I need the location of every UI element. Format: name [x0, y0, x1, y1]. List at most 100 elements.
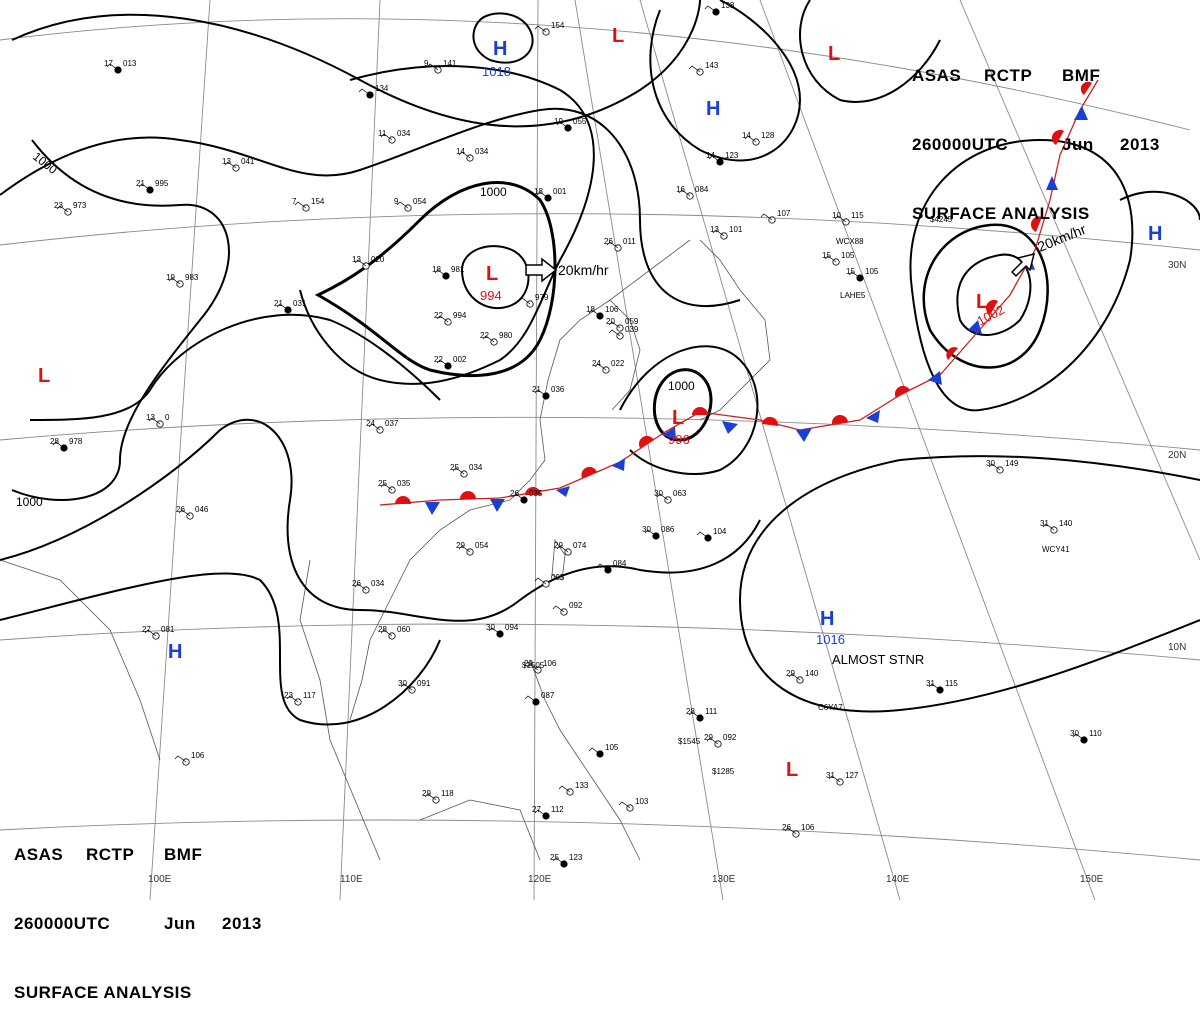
station-pressure: 037 — [385, 419, 399, 428]
station-pressure: 127 — [845, 771, 859, 780]
station-plot: 29 106 — [524, 659, 557, 674]
station-pressure: 092 — [723, 733, 737, 742]
low-center-value: 994 — [480, 288, 502, 303]
wind-barb — [52, 441, 65, 449]
station-temperature: 18 — [534, 187, 543, 196]
motion-label-west-low: 20km/hr — [558, 262, 609, 278]
station-temperature: 26 — [510, 489, 519, 498]
station-pressure: 084 — [695, 185, 709, 194]
header-product: SURFACE ANALYSIS — [14, 983, 192, 1002]
wind-barb — [834, 215, 847, 223]
station-temperature: 27 — [142, 625, 151, 634]
low-center-marker: L — [612, 25, 624, 47]
header-month: Jun — [1062, 135, 1094, 154]
station-plot: 28 060 — [378, 625, 411, 640]
coastlines — [0, 239, 771, 861]
station-pressure: 111 — [705, 707, 718, 716]
station-plot: 16 084 — [676, 185, 709, 200]
station-temperature: 14 — [742, 131, 751, 140]
station-plot: 26 046 — [176, 505, 209, 520]
station-temperature: 22 — [434, 355, 443, 364]
wind-barb — [988, 463, 1001, 471]
station-temperature: 23 — [284, 691, 293, 700]
header-code: BMF — [164, 845, 203, 864]
station-temperature: 14 — [456, 147, 465, 156]
station-plot: 20 059 — [606, 317, 639, 332]
header-station: RCTP — [86, 845, 135, 864]
station-temperature: 29 — [456, 541, 465, 550]
wind-barb — [606, 241, 619, 249]
station-plot: 9 054 — [394, 197, 427, 212]
station-plot: 23 973 — [54, 201, 87, 216]
station-temperature: 20 — [606, 317, 615, 326]
lon-label-100e: 100E — [148, 874, 172, 885]
isobar — [472, 12, 534, 64]
front-cold-segment — [866, 410, 880, 423]
station-pressure: 123 — [725, 151, 739, 160]
station-plot: 138 — [704, 1, 735, 16]
station-id: WCX88 — [836, 237, 864, 246]
station-pressure: 020 — [371, 255, 385, 264]
wind-barb — [618, 801, 631, 809]
station-temperature: 30 — [1070, 729, 1079, 738]
station-plot: 30 063 — [654, 489, 687, 504]
wind-barb — [678, 189, 691, 197]
station-plot: 18 981 — [432, 265, 465, 280]
station-pressure: 035 — [397, 479, 411, 488]
high-center-marker: H — [706, 98, 720, 120]
station-plot: 107 — [760, 209, 791, 224]
wind-barb — [458, 151, 471, 159]
station-plot: 14 034 — [456, 147, 489, 162]
station-pressure: 104 — [713, 527, 727, 536]
motion-label-pacific-high: ALMOST STNR — [832, 652, 924, 667]
station-plot: 104 — [696, 527, 727, 542]
station-pressure: 123 — [569, 853, 583, 862]
coast-japan — [699, 239, 771, 421]
lon-label-130e: 130E — [712, 874, 736, 885]
station-id: WCY41 — [1042, 545, 1070, 554]
low-center-marker: L — [486, 263, 498, 285]
station-temperature: 30 — [642, 525, 651, 534]
wind-barb — [488, 627, 501, 635]
wind-barb — [558, 785, 571, 793]
header-row-2: 260000UTC Jun 2013 — [14, 912, 268, 935]
wind-barb — [704, 5, 717, 13]
header-bottom-left: ASAS RCTP BMF 260000UTC Jun 2013 SURFACE ANA… — [14, 797, 268, 1027]
station-pressure: 981 — [451, 265, 465, 274]
wind-barb — [848, 271, 861, 279]
station-pressure: 117 — [303, 691, 316, 700]
wind-barb — [556, 545, 569, 553]
wind-barb — [536, 191, 549, 199]
station-temperature: 18 — [432, 265, 441, 274]
station-plot: 9 141 — [424, 59, 457, 74]
station-plot: 31 140 — [1040, 519, 1073, 534]
wind-barb — [518, 297, 531, 305]
station-pressure: 059 — [625, 317, 639, 326]
wind-barb — [148, 417, 161, 425]
station-pressure: 041 — [241, 157, 255, 166]
motion-arrows — [525, 252, 1036, 283]
station-id: $1285 — [712, 767, 735, 776]
station-plot: 105 — [588, 743, 619, 758]
wind-barb — [436, 359, 449, 367]
station-plot: 13 041 — [222, 157, 255, 172]
high-center-marker: H — [493, 38, 507, 60]
station-pressure: 143 — [705, 61, 719, 70]
station-plot: 31 127 — [826, 771, 859, 786]
wind-barb — [656, 493, 669, 501]
front-warm-segment — [1080, 81, 1092, 95]
wind-barb — [426, 63, 439, 71]
station-temperature: 13 — [222, 157, 231, 166]
header-agency: ASAS — [912, 66, 962, 85]
station-pressure: 081 — [161, 625, 175, 634]
station-pressure: 101 — [729, 225, 743, 234]
station-temperature: 27 — [532, 805, 541, 814]
station-plot: 11 034 — [378, 129, 411, 144]
isobar-label: 1000 — [16, 495, 43, 509]
station-pressure: 134 — [375, 84, 389, 93]
station-plot: 17 013 — [104, 59, 137, 74]
wind-barb — [760, 213, 773, 221]
parallel-10n — [0, 623, 1200, 661]
station-plot: 133 — [558, 781, 589, 796]
parallel-20n — [0, 416, 1200, 451]
